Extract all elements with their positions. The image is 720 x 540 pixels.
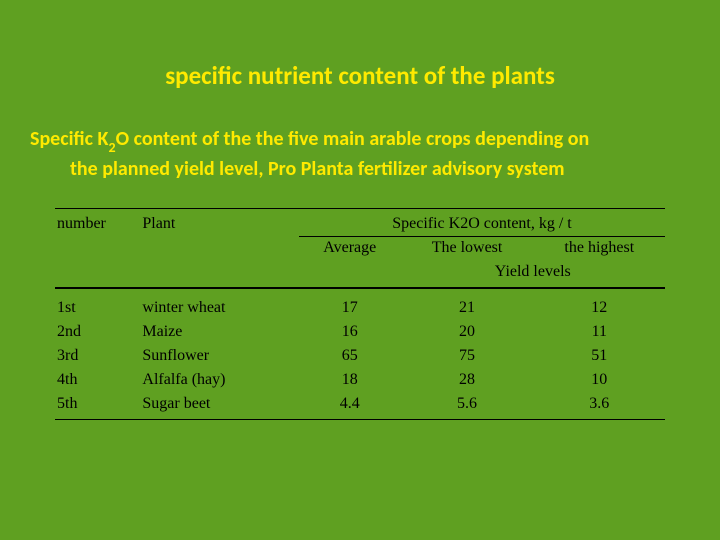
cell-high: 10 (534, 368, 665, 392)
subtitle-line1-suffix: O content of the the five main arable cr… (116, 127, 590, 151)
subtitle-subscript: 2 (108, 139, 115, 156)
cell-plant: Sunflower (140, 344, 299, 368)
header-plant: Plant (140, 208, 299, 288)
cell-number: 3rd (55, 344, 140, 368)
cell-low: 28 (401, 368, 534, 392)
cell-high: 3.6 (534, 392, 665, 420)
cell-high: 12 (534, 288, 665, 320)
slide-container: specific nutrient content of the plants … (0, 0, 720, 540)
cell-avg: 16 (299, 320, 401, 344)
cell-high: 51 (534, 344, 665, 368)
slide-title: specific nutrient content of the plants (25, 60, 695, 91)
cell-number: 5th (55, 392, 140, 420)
cell-low: 20 (401, 320, 534, 344)
subtitle-line2: the planned yield level, Pro Planta fert… (30, 157, 565, 181)
cell-number: 4th (55, 368, 140, 392)
slide-subtitle: Specific K2O content of the the five mai… (25, 126, 695, 183)
header-number: number (55, 208, 140, 288)
cell-high: 11 (534, 320, 665, 344)
cell-avg: 4.4 (299, 392, 401, 420)
header-k2o-title: Specific K2O content, kg / t (299, 208, 665, 236)
cell-low: 21 (401, 288, 534, 320)
table-row: 2nd Maize 16 20 11 (55, 320, 665, 344)
table-row: 3rd Sunflower 65 75 51 (55, 344, 665, 368)
cell-plant: winter wheat (140, 288, 299, 320)
cell-low: 5.6 (401, 392, 534, 420)
header-lowest: The lowest (401, 236, 534, 261)
cell-plant: Alfalfa (hay) (140, 368, 299, 392)
table-row: 5th Sugar beet 4.4 5.6 3.6 (55, 392, 665, 420)
table-row: 4th Alfalfa (hay) 18 28 10 (55, 368, 665, 392)
header-average: Average (299, 236, 401, 261)
cell-number: 2nd (55, 320, 140, 344)
cell-plant: Sugar beet (140, 392, 299, 420)
table-container: number Plant Specific K2O content, kg / … (25, 208, 695, 420)
table-row: 1st winter wheat 17 21 12 (55, 288, 665, 320)
header-highest: the highest (534, 236, 665, 261)
cell-number: 1st (55, 288, 140, 320)
cell-low: 75 (401, 344, 534, 368)
header-yield-levels: Yield levels (401, 261, 665, 288)
subtitle-line1-prefix: Specific K (30, 127, 108, 151)
cell-avg: 18 (299, 368, 401, 392)
nutrient-table: number Plant Specific K2O content, kg / … (55, 208, 665, 420)
header-empty (299, 261, 401, 288)
cell-plant: Maize (140, 320, 299, 344)
cell-avg: 65 (299, 344, 401, 368)
cell-avg: 17 (299, 288, 401, 320)
